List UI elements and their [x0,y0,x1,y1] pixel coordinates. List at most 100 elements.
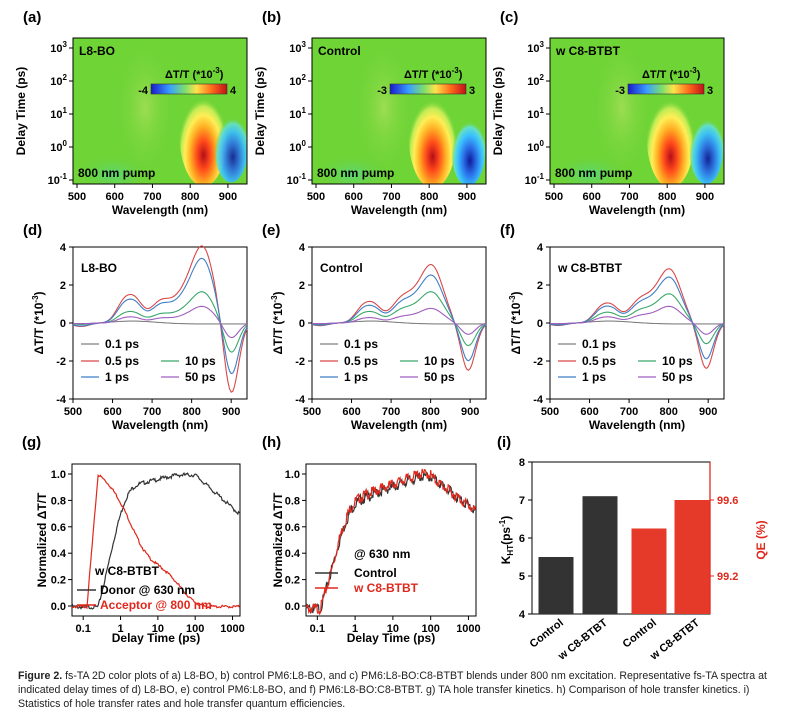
y-tick-label: 102 [527,73,544,88]
x-tick-label: 800 [181,191,199,203]
category-label: Control [528,617,566,651]
x-tick-label: 600 [580,406,598,418]
legend-label: 1 ps [105,370,129,384]
y-tick-label: 0.4 [51,548,67,560]
map-image [312,38,486,184]
panel-h-kinetics: (h) 0.1 1 10 100 1000 0.0 0.2 0.4 0.6 0.8 1.0 Dela… [262,434,481,645]
y-tick-label: -4 [56,394,67,406]
x-tick-label: 500 [545,191,563,203]
pump-label: 800 nm pump [78,166,155,180]
x-tick-label: 10 [387,623,399,635]
colorbar [389,83,467,95]
colorbar-max: 4 [230,85,237,97]
x-tick-label: 500 [307,191,325,203]
map-image [550,38,724,184]
panel-label: (e) [262,222,280,239]
legend-label: 0.5 ps [344,354,378,368]
sample-label: L8-BO [79,44,115,58]
y-tick-exp: 0 [302,139,307,148]
x-tick-label: 10 [152,623,164,635]
y-tick-label: 0.8 [285,495,300,507]
x-tick-label: 800 [421,406,439,418]
y-tick-label: 0.0 [51,601,66,613]
sample-label: w C8-BTBT [555,44,621,58]
colorbar-max: 3 [469,85,475,97]
y-tick-exp: 1 [302,106,307,115]
colorbar-title-exp: -3 [452,66,460,75]
y-tick-base: 10 [289,76,301,88]
y-tick-label: 100 [50,139,67,154]
x-tick-label: 1000 [456,623,480,635]
y-tick-label: 2 [299,280,305,292]
plot-frame [311,37,487,185]
panel-label: (g) [22,434,41,451]
colorbar-title-close: ) [459,69,463,81]
y-axis-label-right: QE (%) [754,520,768,559]
y-tick-exp: -1 [60,172,68,181]
legend-title: w C8-BTBT [94,564,160,578]
x-tick-label: 700 [620,191,638,203]
x-tick-label: 0.1 [310,623,325,635]
colorbar-title: ΔT/T (*10-3) [165,66,224,81]
y-tick-base: 10 [527,142,539,154]
y-tick-base: 10 [527,76,539,88]
y-tick-label: 0 [299,318,305,330]
bar-2 [631,528,667,614]
y-tick-exp: 3 [540,40,545,49]
y-tick-label: -2 [295,356,305,368]
y-axis-label-text: ΔT/T (*10 [509,302,523,354]
y-tick-label: 10-1 [287,172,307,187]
x-tick-label: 500 [541,406,559,418]
colorbar-title-text: ΔT/T (*10 [642,69,690,81]
panel-label: (c) [500,9,518,26]
x-tick-label: 500 [303,406,321,418]
y-tick-label: 0 [60,318,66,330]
y-tick-label: -2 [56,356,66,368]
legend-label: 50 ps [185,370,216,384]
y-tick-label: -4 [533,394,544,406]
y-tick-label: 0 [537,318,543,330]
x-tick-label: 900 [696,191,714,203]
bar-1 [582,496,618,614]
spectrum-curve-p1 [72,257,248,375]
map-haze [115,38,175,178]
y-axis-label: ΔT/T (*10-3) [31,291,46,354]
legend-label-acceptor: Acceptor @ 800 nm [100,598,212,612]
y-axis-label-exp: -3 [270,295,279,303]
x-tick-label: 600 [103,406,121,418]
caption-text: fs-TA 2D color plots of a) L8-BO, b) con… [18,670,767,710]
legend-label: 50 ps [424,370,455,384]
panel-map-0: (a) L8-BO 800 nm pump ΔT/T (*10-3) -4 4 500 600… [14,9,248,217]
y-tick-label: 0.4 [285,548,301,560]
y-tick-label: 101 [527,106,544,121]
y-tick-label: 0.6 [285,522,300,534]
y-axis-label-exp: -3 [508,295,517,303]
x-tick-label: 1 [117,623,123,635]
legend-label: 50 ps [662,370,693,384]
colorbar [150,83,228,95]
x-axis-label: Wavelength (nm) [589,418,685,432]
y-tick-label: 4 [60,242,67,254]
y-axis-label: ΔT/T (*10-3) [508,291,523,354]
colorbar-title-close: ) [220,69,224,81]
map-negative-signal [689,112,724,184]
x-tick-label: 900 [219,191,237,203]
colorbar-title: ΔT/T (*10-3) [404,66,463,81]
y-tick-label: -4 [295,394,306,406]
y-tick-base: 10 [289,142,301,154]
y-tick-label-left: 6 [519,533,525,545]
panel-label: (a) [23,9,41,26]
bar-0 [538,557,574,614]
axis-ticks: 4 5 6 7 8 99.2 99.6 [519,457,739,621]
c8btbt-curve [305,468,476,616]
x-axis-label: Wavelength (nm) [112,203,208,217]
x-axis-label: Wavelength (nm) [112,418,208,432]
colorbar-title: ΔT/T (*10-3) [642,66,701,81]
y-axis-label-left: KHT(ps-1) [498,516,515,564]
y-axis-label: ΔT/T (*10-3) [270,291,285,354]
sample-label: Control [320,261,363,275]
y-tick-label: 100 [527,139,544,154]
y-tick-label: 103 [289,40,306,55]
